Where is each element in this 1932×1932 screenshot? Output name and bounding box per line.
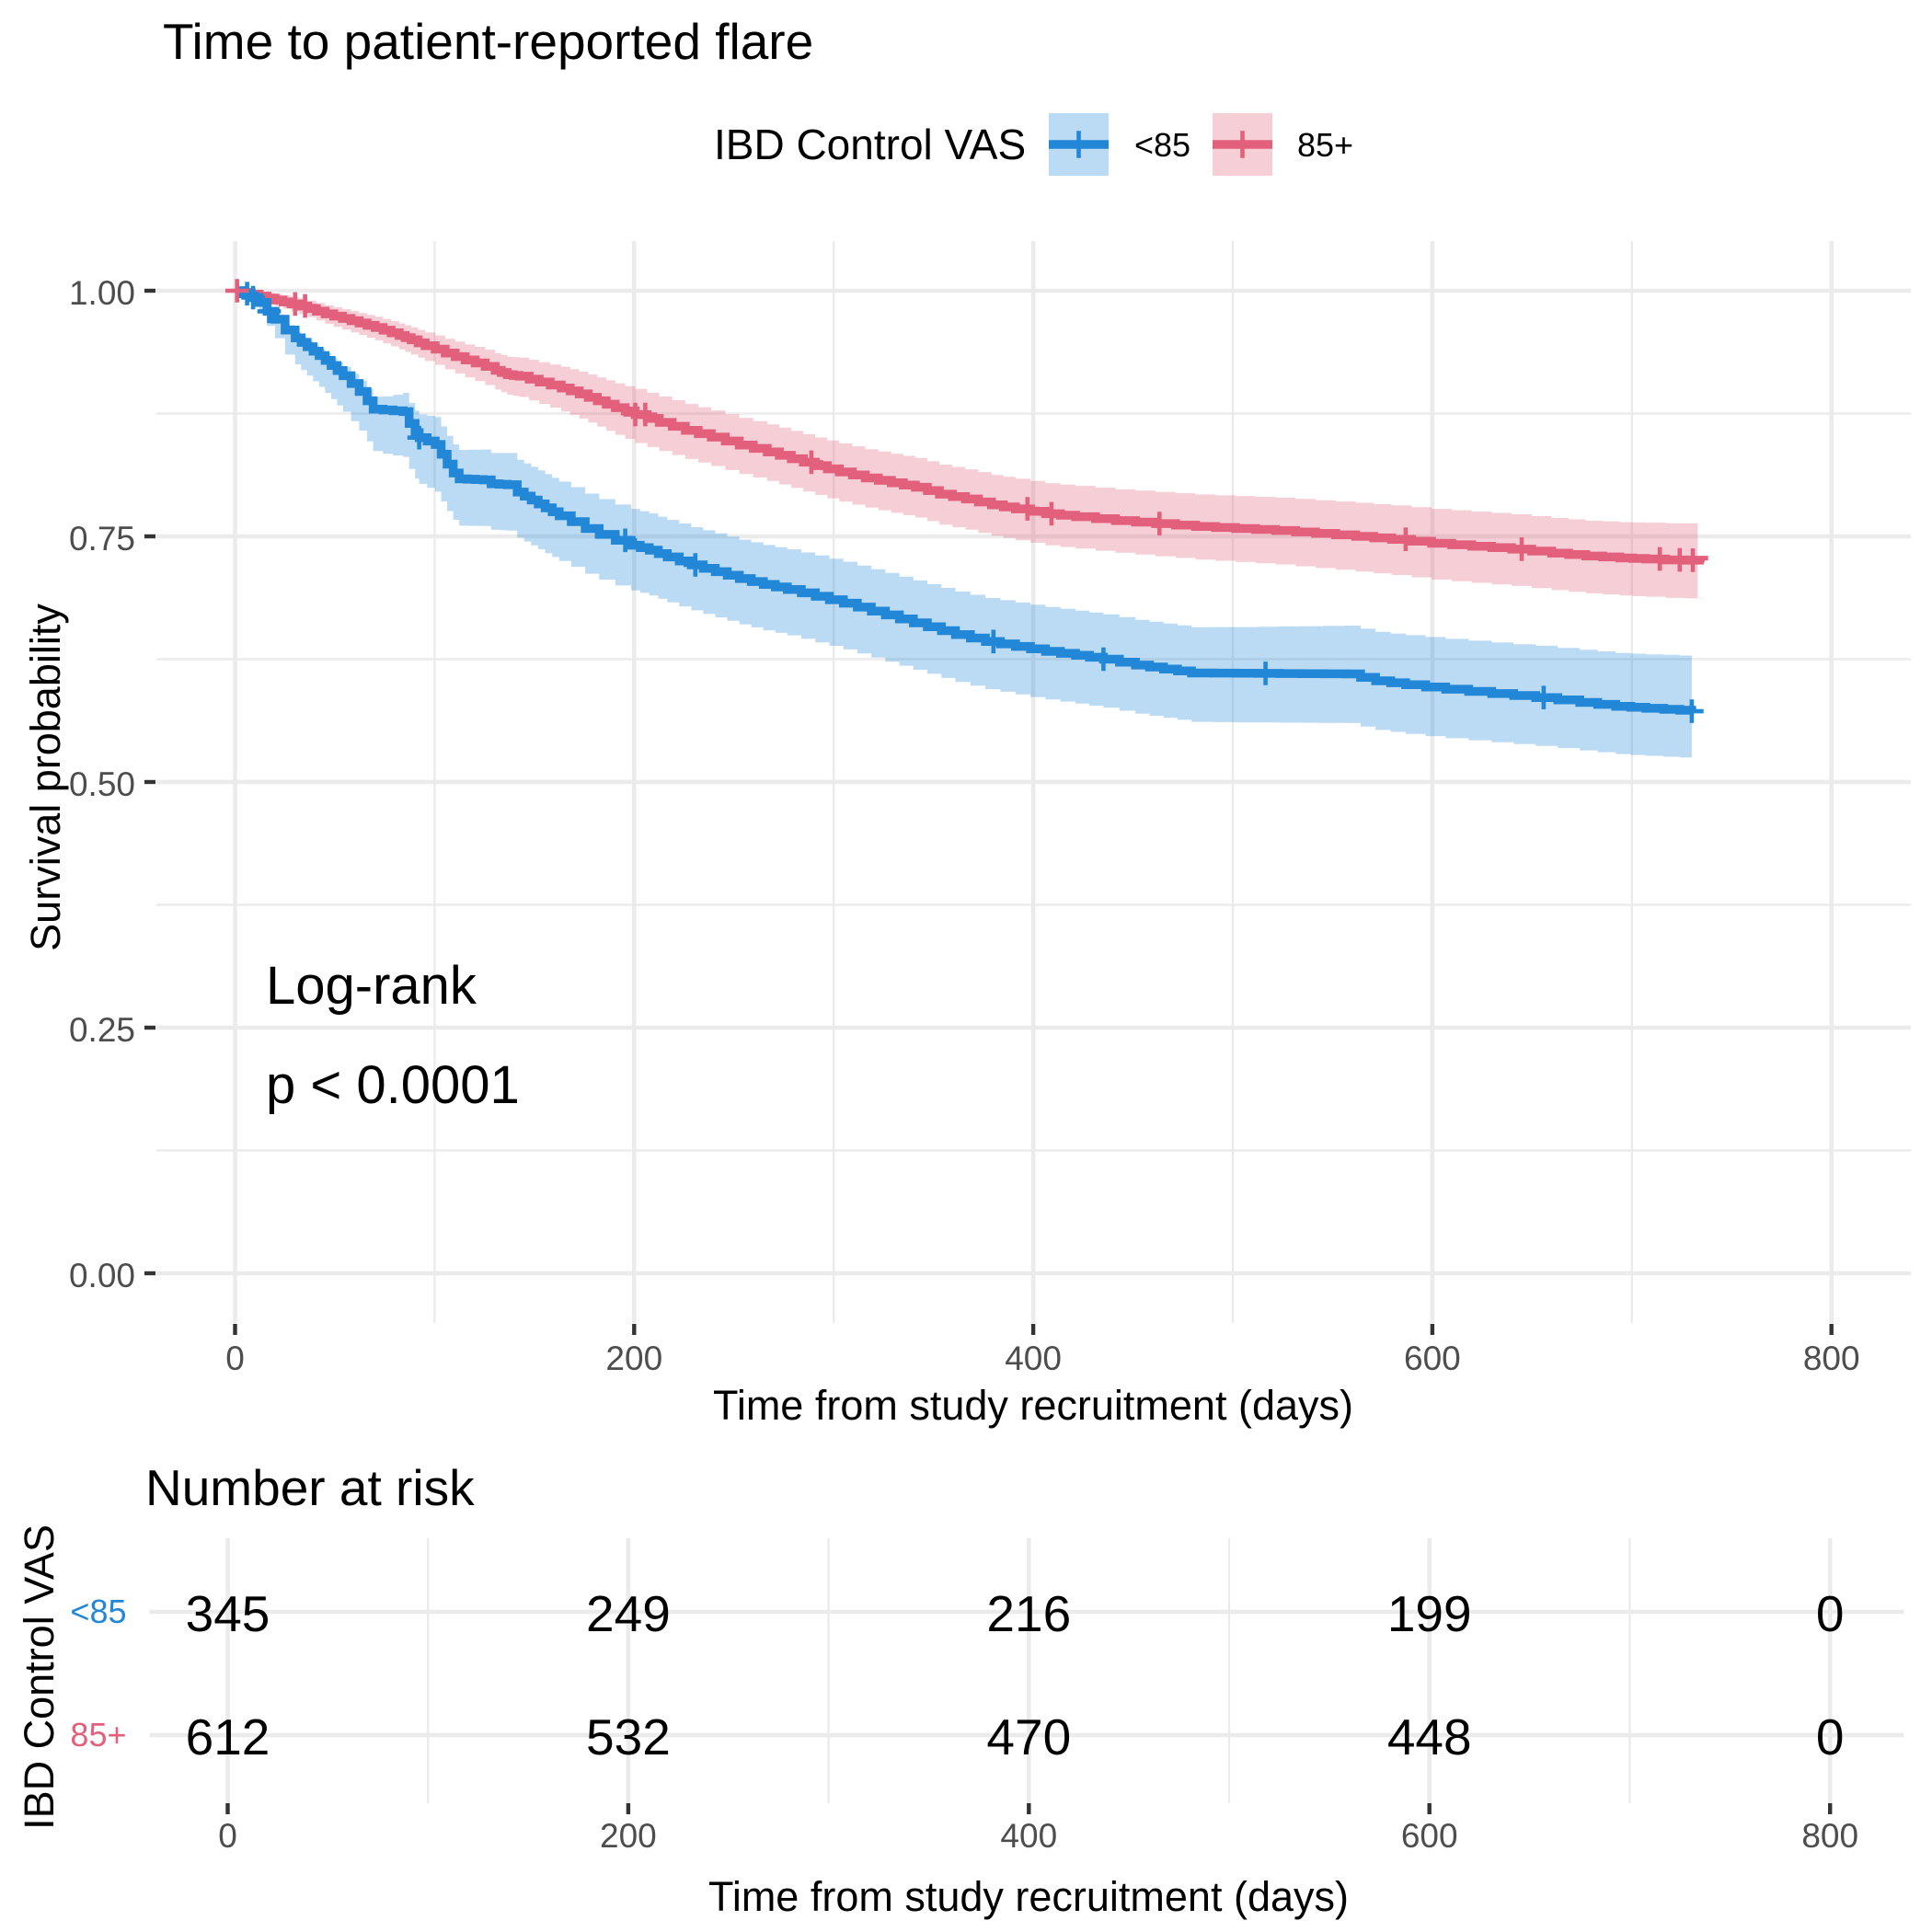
svg-text:Time to patient-reported flare: Time to patient-reported flare xyxy=(163,13,813,70)
svg-text:IBD Control VAS: IBD Control VAS xyxy=(714,121,1026,168)
svg-text:216: 216 xyxy=(986,1585,1071,1642)
svg-text:Time from study recruitment (d: Time from study recruitment (days) xyxy=(713,1382,1353,1429)
svg-text:0: 0 xyxy=(1816,1585,1845,1642)
svg-text:600: 600 xyxy=(1401,1817,1458,1855)
svg-text:199: 199 xyxy=(1387,1585,1472,1642)
svg-text:448: 448 xyxy=(1387,1708,1472,1765)
svg-text:345: 345 xyxy=(186,1585,270,1642)
svg-text:p < 0.0001: p < 0.0001 xyxy=(266,1055,520,1115)
svg-text:IBD Control VAS: IBD Control VAS xyxy=(16,1524,63,1830)
svg-text:470: 470 xyxy=(986,1708,1071,1765)
svg-text:200: 200 xyxy=(600,1817,657,1855)
svg-text:0.50: 0.50 xyxy=(69,765,135,803)
svg-text:Time from study recruitment (d: Time from study recruitment (days) xyxy=(708,1873,1349,1920)
svg-text:400: 400 xyxy=(1005,1340,1062,1377)
svg-text:<85: <85 xyxy=(70,1593,126,1630)
svg-text:0: 0 xyxy=(225,1340,245,1377)
svg-text:800: 800 xyxy=(1803,1340,1860,1377)
svg-text:0: 0 xyxy=(218,1817,237,1855)
svg-text:612: 612 xyxy=(186,1708,270,1765)
svg-text:400: 400 xyxy=(1000,1817,1057,1855)
svg-text:<85: <85 xyxy=(1134,126,1190,164)
svg-text:249: 249 xyxy=(586,1585,671,1642)
svg-text:800: 800 xyxy=(1801,1817,1858,1855)
svg-text:0.00: 0.00 xyxy=(69,1257,135,1294)
svg-text:0.75: 0.75 xyxy=(69,520,135,558)
svg-text:1.00: 1.00 xyxy=(69,274,135,312)
svg-text:200: 200 xyxy=(605,1340,662,1377)
svg-text:0: 0 xyxy=(1816,1708,1845,1765)
svg-text:Number at risk: Number at risk xyxy=(145,1459,475,1516)
svg-text:85+: 85+ xyxy=(70,1716,126,1754)
svg-text:0.25: 0.25 xyxy=(69,1011,135,1049)
svg-text:Survival probability: Survival probability xyxy=(22,604,69,951)
svg-text:600: 600 xyxy=(1404,1340,1461,1377)
svg-text:85+: 85+ xyxy=(1297,126,1353,164)
svg-text:532: 532 xyxy=(586,1708,671,1765)
svg-text:Log-rank: Log-rank xyxy=(266,956,477,1016)
